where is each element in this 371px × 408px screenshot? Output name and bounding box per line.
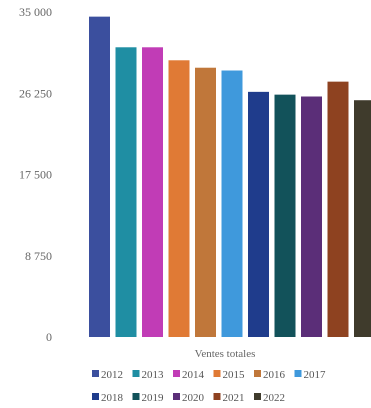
legend-item-2021[interactable]: 2021 [213, 392, 245, 404]
legend-label: 2017 [304, 369, 327, 381]
legend-swatch [254, 393, 261, 400]
legend-item-2018[interactable]: 2018 [92, 392, 124, 404]
bar-2016[interactable] [195, 67, 216, 337]
legend-item-2016[interactable]: 2016 [254, 369, 286, 381]
legend-label: 2019 [142, 392, 165, 404]
legend-label: 2018 [101, 392, 124, 404]
bar-2013[interactable] [115, 47, 137, 338]
bar-2020[interactable] [301, 96, 322, 338]
legend-item-2012[interactable]: 2012 [92, 369, 123, 381]
legend-swatch [294, 370, 302, 377]
legend-label: 2020 [182, 392, 205, 404]
legend-item-2013[interactable]: 2013 [132, 369, 165, 381]
legend-item-2017[interactable]: 2017 [294, 369, 327, 381]
legend-swatch [173, 393, 180, 400]
legend-label: 2022 [263, 392, 285, 404]
legend: 2012 2013 2014 2015 2016 2017 2018 2019 2020 2021… [92, 369, 326, 404]
legend-swatch [132, 393, 140, 400]
bar-2017[interactable] [221, 70, 243, 338]
bar-2018[interactable] [248, 91, 269, 337]
legend-label: 2016 [263, 369, 286, 381]
bar-2014[interactable] [142, 47, 163, 338]
y-tick-label: 26 250 [19, 86, 52, 100]
legend-item-2020[interactable]: 2020 [173, 392, 205, 404]
y-tick-label: 8 750 [25, 249, 52, 263]
bar-2021[interactable] [327, 81, 349, 338]
legend-label: 2015 [223, 369, 246, 381]
y-tick-label: 17 500 [19, 168, 52, 182]
legend-swatch [132, 370, 140, 377]
bars [89, 16, 371, 338]
legend-label: 2021 [223, 392, 245, 404]
legend-item-2022[interactable]: 2022 [254, 392, 285, 404]
bar-2015[interactable] [168, 60, 190, 338]
legend-swatch [254, 370, 261, 377]
legend-label: 2012 [101, 369, 123, 381]
y-axis: 0 8 750 17 500 26 250 35 000 [19, 5, 52, 344]
legend-swatch [213, 393, 221, 400]
legend-swatch [92, 370, 99, 377]
legend-label: 2014 [182, 369, 205, 381]
bar-2012[interactable] [89, 16, 110, 338]
x-axis-title: Ventes totales [195, 348, 256, 360]
legend-swatch [213, 370, 221, 377]
legend-swatch [173, 370, 180, 377]
y-tick-label: 0 [46, 330, 52, 344]
bar-2022[interactable] [354, 100, 371, 337]
legend-item-2019[interactable]: 2019 [132, 392, 165, 404]
legend-swatch [92, 393, 99, 400]
bar-2019[interactable] [274, 94, 296, 338]
legend-label: 2013 [142, 369, 165, 381]
legend-item-2015[interactable]: 2015 [213, 369, 246, 381]
y-tick-label: 35 000 [19, 5, 52, 19]
legend-item-2014[interactable]: 2014 [173, 369, 205, 381]
